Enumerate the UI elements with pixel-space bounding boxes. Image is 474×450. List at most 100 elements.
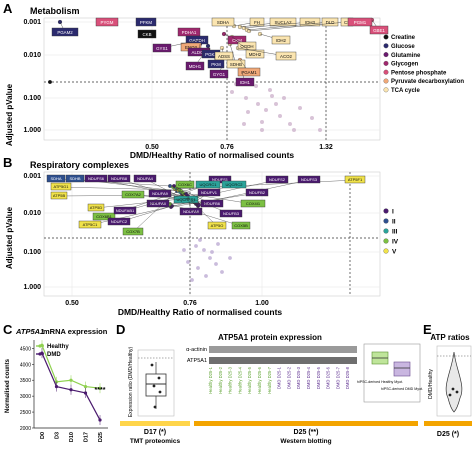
gene-label-box (207, 221, 227, 230)
gene-label: SUCLA2 (274, 20, 292, 25)
panel-d-box (145, 373, 167, 397)
bar-d17-sub: TMT proteomics (130, 438, 181, 445)
nonsig-point (190, 278, 194, 282)
gene-label: COX6C (178, 182, 192, 187)
legend-swatch (383, 248, 389, 254)
gene-label-box (107, 217, 131, 226)
gene-label: GYS1 (156, 46, 168, 51)
panel-b-ytick: 1.000 (23, 284, 41, 291)
gene-label-box (175, 180, 195, 189)
panel-c: C ATP5A1 mRNA expression Normalised coun… (3, 322, 108, 442)
gene-label: NDUFB6 (204, 201, 221, 206)
gene-label-box (195, 180, 221, 189)
panel-c-ylabel: Normalised counts (5, 358, 11, 413)
nonsig-point (198, 238, 202, 242)
gene-label: NDUFA5 (150, 201, 167, 206)
inset-label-dmd: hiPSC-derived DMD Myot. (381, 387, 423, 391)
gene-label-box (50, 182, 72, 191)
panel-b: B Respiratory complexes Adjusted pValue … (3, 155, 399, 317)
violin-point (455, 390, 459, 394)
gene-label: UQCRFS1 (176, 197, 196, 202)
nonsig-point (274, 102, 278, 106)
nonsig-point (210, 250, 214, 254)
gene-label: IDH1 (240, 80, 251, 85)
lane-label: Healthy D25-3 (228, 366, 233, 393)
nonsig-point (204, 274, 208, 278)
lane-label: DMD D25-4 (306, 366, 311, 389)
gene-label: MDH2 (249, 52, 262, 57)
panel-a-title: Metabolism (30, 6, 80, 16)
bar-e (424, 421, 472, 426)
panel-b-xtick: 0.76 (183, 300, 197, 307)
box-point (153, 405, 157, 409)
gene-label: DLD (326, 20, 335, 25)
ytick-label: 4500 (20, 346, 31, 352)
legend-label: Glucose (391, 44, 415, 50)
legend-swatch (383, 78, 389, 84)
panel-b-ytick: 0.001 (23, 173, 41, 180)
panel-a-ytick: 1.000 (23, 127, 41, 134)
gene-label: MDH1 (189, 64, 202, 69)
gene-label-box (245, 49, 265, 59)
nonsig-point (268, 88, 272, 92)
nonsig-point (292, 128, 296, 132)
gene-label: GBE1 (373, 28, 385, 33)
nonsig-point (220, 270, 224, 274)
gene-leader-line (176, 186, 218, 227)
legend-label: Glycogen (391, 62, 419, 68)
panel-e-ylabel: DMD/Healthy (428, 369, 434, 399)
legend-label: TCA cycle (391, 88, 420, 94)
nonsig-point (194, 244, 198, 248)
gene-label: NDUFS3 (301, 177, 318, 182)
gene-label-box (245, 188, 269, 197)
panel-a-ytick: 0.100 (23, 95, 41, 102)
nonsig-point (216, 242, 220, 246)
gene-label-box (219, 209, 243, 218)
legend-swatch (383, 238, 389, 244)
gene-leader-line (60, 186, 179, 191)
panel-a-xtick: 0.76 (220, 144, 234, 151)
gene-label-box (87, 203, 105, 212)
nonsig-point (270, 94, 274, 98)
panel-b-title: Respiratory complexes (30, 160, 129, 170)
gene-label: IDH2 (276, 38, 287, 43)
lane-label: Healthy D25-4 (237, 366, 242, 393)
gene-label: CKB (142, 32, 151, 37)
gene-label: FH (254, 20, 260, 25)
panel-b-xtick: 1.00 (255, 300, 269, 307)
gene-label-box (46, 174, 66, 183)
nonsig-point (260, 128, 264, 132)
lane-label: Healthy D25-1 (208, 366, 213, 393)
gene-label: COX7A2 (125, 192, 142, 197)
gene-label: SDHA (50, 176, 61, 181)
nonsig-point (244, 96, 248, 100)
series-point (83, 391, 88, 395)
nonsig-point (214, 262, 218, 266)
gene-label-box (347, 17, 373, 27)
panel-d-letter: D (116, 322, 125, 337)
inset-label-healthy: hiPSC-derived Healthy Myot. (357, 380, 403, 384)
panel-c-yticks: 2000 2500 3000 3500 4000 4500 (20, 346, 34, 432)
nonsig-point (260, 120, 264, 124)
gene-label: NDUFC2 (111, 219, 128, 224)
panel-a-letter: A (3, 1, 13, 16)
panel-d-box-ylabel: Expression ratio (DMD/Healthy) (128, 347, 134, 418)
box-point (157, 376, 161, 380)
bar-d17-label: D17 (*) (144, 429, 166, 436)
gene-label-box (146, 199, 170, 208)
xtick-label: D10 (69, 432, 75, 442)
xtick-label: D3 (55, 432, 61, 439)
lane-label: DMD D25-2 (286, 366, 291, 389)
legend-swatch (383, 43, 389, 49)
lane-label: DMD D25-3 (296, 366, 301, 389)
gene-label-box (95, 17, 119, 27)
nonsig-point (254, 84, 258, 88)
nonsig-point (230, 90, 234, 94)
gene-label: IDH3 (305, 20, 316, 25)
panel-b-gene-labels: SDHA SDHB NDUFS6 NDUFB8 NDUFA4 ATP5F1 NDUFS1 ND… (46, 174, 366, 236)
legend-swatch (383, 218, 389, 224)
gene-label-box (299, 17, 321, 27)
panel-c-letter: C (3, 322, 13, 337)
panel-c-title-rest: mRNA expression (43, 327, 108, 336)
